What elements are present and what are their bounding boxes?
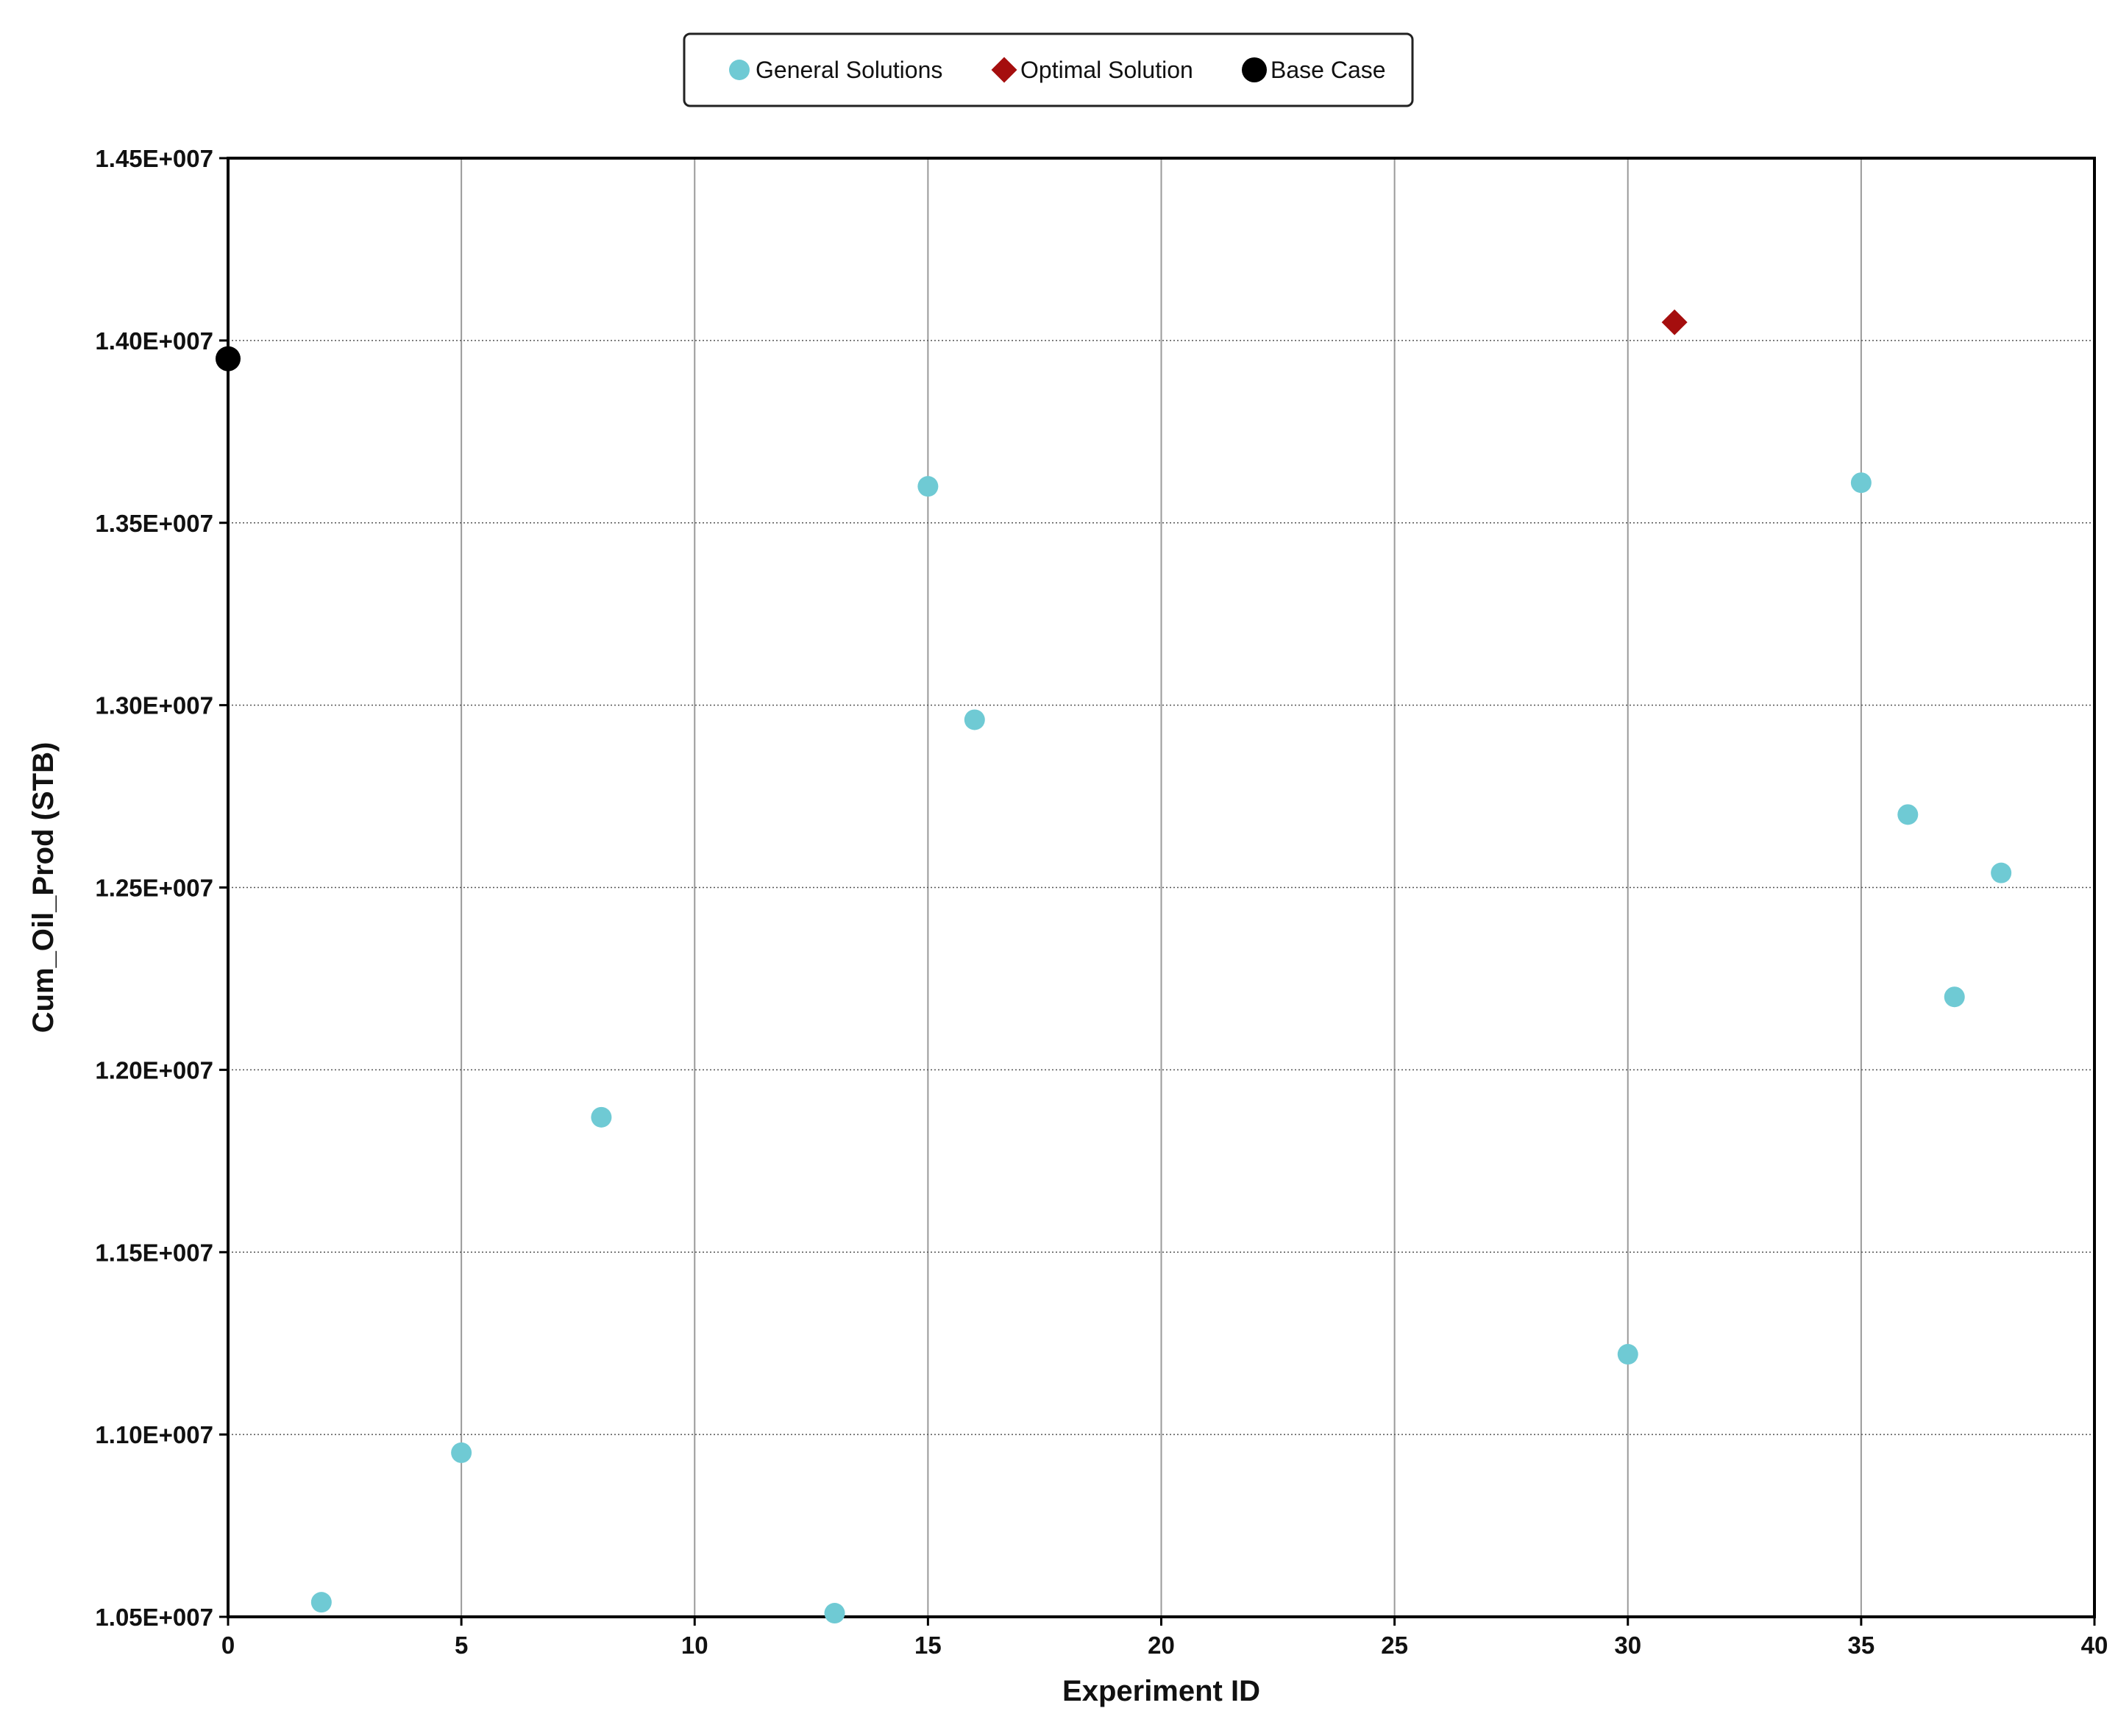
optimal-solution-legend-marker: [991, 57, 1017, 83]
x-tick-label: 0: [221, 1632, 235, 1659]
y-tick-label: 1.05E+007: [95, 1604, 213, 1631]
x-tick-label: 15: [914, 1632, 942, 1659]
y-tick-label: 1.20E+007: [95, 1056, 213, 1084]
y-tick-label: 1.25E+007: [95, 875, 213, 902]
y-axis-title: Cum_Oil_Prod (STB): [27, 742, 60, 1034]
general-solutions-point: [591, 1106, 612, 1128]
x-tick-label: 30: [1614, 1632, 1641, 1659]
grid-lines: [227, 157, 2095, 1618]
x-tick-label: 35: [1848, 1632, 1875, 1659]
general-solutions-point: [964, 709, 985, 730]
general-solutions-point: [1944, 986, 1965, 1008]
optimal-solution-point: [1661, 309, 1688, 335]
general-solutions-point: [824, 1603, 845, 1624]
axes: 0 5 10 15 20 25 30 35 40 1.05E+007 1.10E+007 1.15E+…: [95, 145, 2108, 1659]
x-tick-label: 10: [681, 1632, 708, 1659]
x-axis-title: Experiment ID: [1062, 1675, 1260, 1707]
base-case-legend-label: Base Case: [1271, 57, 1386, 83]
general-solutions-point: [917, 476, 939, 497]
general-solutions-point: [451, 1442, 472, 1463]
general-solutions-point: [1991, 862, 2012, 883]
base-case-legend-marker: [1242, 57, 1267, 82]
general-solutions-point: [1897, 804, 1919, 825]
base-case-point: [216, 346, 241, 371]
optimal-solution-legend-label: Optimal Solution: [1020, 57, 1193, 83]
legend: General Solutions Optimal Solution Base Ca…: [683, 32, 1414, 107]
y-tick-label: 1.30E+007: [95, 692, 213, 719]
general-solutions-point: [1617, 1344, 1638, 1365]
general-solutions-legend-label: General Solutions: [756, 57, 942, 83]
general-solutions-point: [310, 1592, 332, 1613]
legend-box: [683, 32, 1414, 107]
y-tick-label: 1.15E+007: [95, 1239, 213, 1266]
x-tick-label: 25: [1381, 1632, 1408, 1659]
x-tick-label: 5: [455, 1632, 468, 1659]
data-points: [216, 309, 2012, 1624]
x-tick-label: 40: [2081, 1632, 2108, 1659]
y-tick-label: 1.45E+007: [95, 145, 213, 172]
y-tick-label: 1.10E+007: [95, 1421, 213, 1448]
general-solutions-point: [1850, 472, 1872, 494]
y-tick-label: 1.35E+007: [95, 510, 213, 537]
x-tick-label: 20: [1148, 1632, 1175, 1659]
general-solutions-legend-marker: [729, 60, 750, 80]
y-tick-label: 1.40E+007: [95, 327, 213, 355]
